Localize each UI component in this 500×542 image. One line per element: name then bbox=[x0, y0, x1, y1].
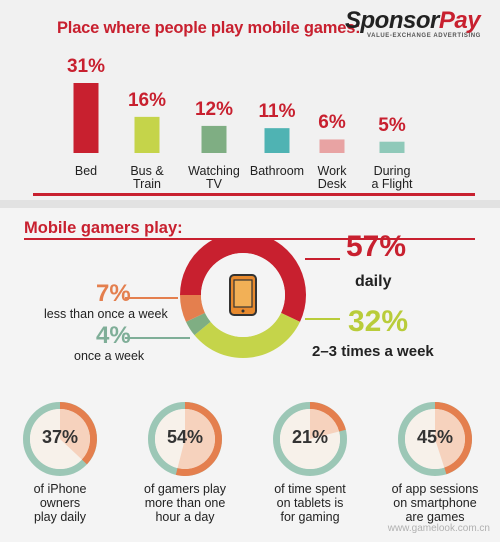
stat-ring-value-arc-4 bbox=[435, 402, 472, 475]
less-than-weekly-value: 7% bbox=[96, 280, 131, 307]
stat-value-1: 37% bbox=[41, 427, 79, 447]
bar-4 bbox=[264, 128, 290, 153]
stat-rings bbox=[23, 402, 472, 476]
bar-6 bbox=[379, 141, 405, 153]
donut-title-rule bbox=[24, 238, 475, 240]
twice-weekly-value: 32% bbox=[348, 305, 409, 338]
bar-category-label-6: During a Flight bbox=[371, 164, 413, 191]
bar-2 bbox=[134, 116, 160, 153]
bar-value-label-1: 31% bbox=[66, 56, 106, 77]
stat-ring-value-wedge-3 bbox=[310, 409, 340, 439]
stat-ring-3 bbox=[273, 402, 347, 476]
twice-weekly-label: 2–3 times a week bbox=[312, 343, 434, 360]
once-weekly-label: once a week bbox=[74, 349, 145, 363]
bar-value-label-3: 12% bbox=[194, 98, 234, 120]
once-weekly-value: 4% bbox=[96, 322, 131, 349]
donut-chart bbox=[125, 240, 340, 358]
stat-label-4: of app sessions on smartphone are games bbox=[391, 482, 479, 524]
smartphone-icon bbox=[229, 274, 257, 316]
stat-ring-value-arc-3 bbox=[310, 402, 346, 432]
bar-category-label-3: Watching TV bbox=[188, 164, 240, 191]
stat-value-4: 45% bbox=[416, 427, 454, 447]
stat-value-3: 21% bbox=[291, 427, 329, 447]
bar-category-label-4: Bathroom bbox=[249, 164, 305, 178]
bar-category-label-1: Bed bbox=[74, 164, 98, 178]
stat-ring-2 bbox=[148, 402, 223, 476]
logo-name-sponsor: Sponsor bbox=[345, 7, 439, 34]
bar-value-label-6: 5% bbox=[378, 114, 406, 136]
daily-label: daily bbox=[355, 273, 392, 290]
daily-value: 57% bbox=[346, 230, 407, 263]
stat-ring-value-wedge-1 bbox=[60, 409, 91, 460]
donut-slice-2-3-times-a-week bbox=[194, 312, 301, 358]
donut-chart-title: Mobile gamers play: bbox=[24, 219, 183, 237]
stat-ring-value-wedge-2 bbox=[177, 409, 215, 469]
bar-chart bbox=[73, 83, 405, 153]
less-than-weekly-label: less than once a week bbox=[44, 307, 168, 321]
bar-5 bbox=[319, 139, 345, 153]
donut-slice-less-than-once-a-week bbox=[180, 295, 205, 322]
bar-3 bbox=[201, 125, 227, 153]
section-divider bbox=[0, 200, 500, 208]
stat-ring-4 bbox=[398, 402, 472, 476]
bar-value-label-5: 6% bbox=[318, 112, 346, 134]
bar-value-label-4: 11% bbox=[258, 101, 296, 123]
stat-label-1: of iPhone owners play daily bbox=[33, 482, 87, 524]
stat-label-3: of time spent on tablets is for gaming bbox=[274, 482, 346, 524]
bar-chart-title: Place where people play mobile games: bbox=[57, 19, 361, 37]
bar-chart-baseline-rule bbox=[33, 193, 475, 196]
stat-ring-value-arc-2 bbox=[175, 402, 223, 476]
bar-category-label-2: Bus & Train bbox=[130, 164, 164, 191]
watermark: www.gamelook.com.cn bbox=[387, 523, 490, 534]
bar-value-label-2: 16% bbox=[127, 89, 167, 111]
sponsorpay-logo: SponsorPay VALUE-EXCHANGE ADVERTISING bbox=[345, 7, 481, 39]
donut-slice-once-a-week bbox=[185, 312, 211, 336]
logo-tagline: VALUE-EXCHANGE ADVERTISING bbox=[367, 33, 481, 39]
bar-1 bbox=[73, 83, 99, 153]
logo-name-pay: Pay bbox=[438, 7, 481, 34]
stat-ring-1 bbox=[23, 402, 97, 476]
donut-slice-daily bbox=[180, 240, 306, 322]
stat-ring-value-arc-1 bbox=[60, 402, 97, 465]
stat-value-2: 54% bbox=[166, 427, 204, 447]
stat-ring-value-wedge-4 bbox=[435, 409, 466, 468]
stat-label-2: of gamers play more than one hour a day bbox=[144, 482, 226, 524]
bar-category-label-5: Work Desk bbox=[317, 164, 347, 191]
